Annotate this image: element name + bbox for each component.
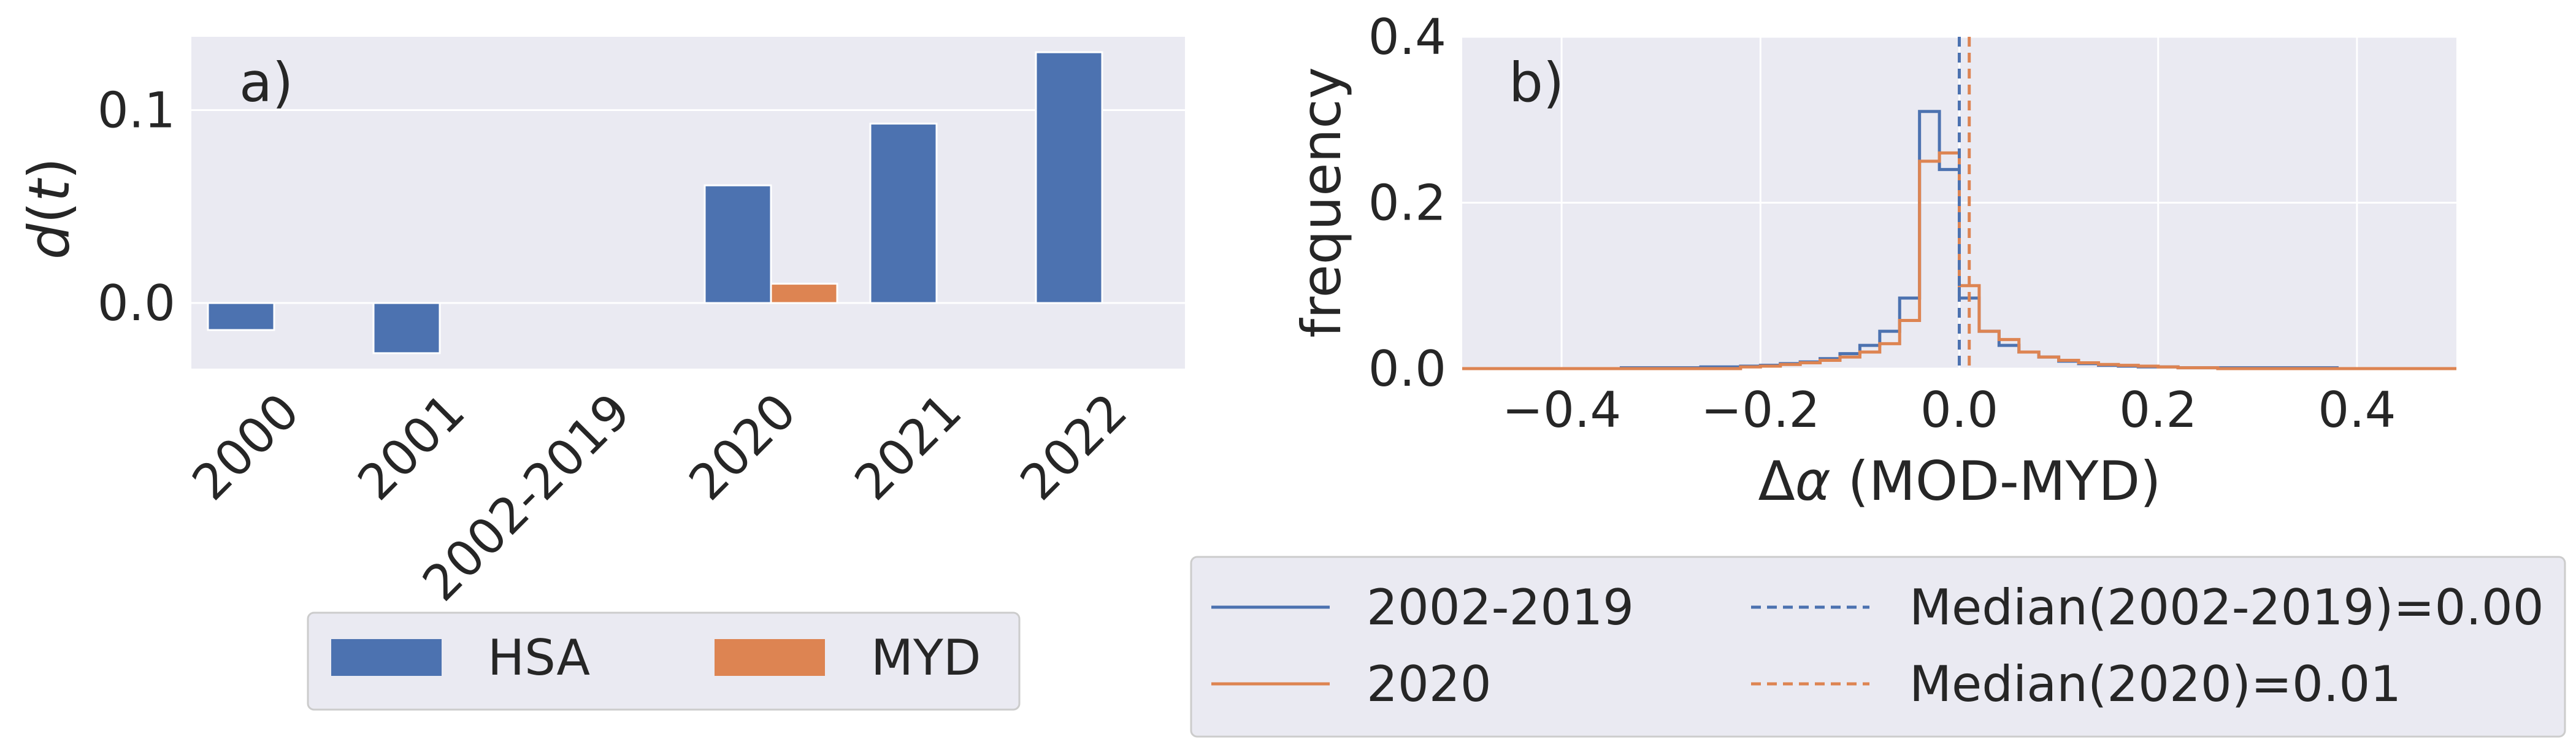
legend-label-1: Median(2002-2019)=0.00 [1909, 579, 2544, 636]
legend-frame [307, 611, 1021, 711]
bar-hsa [1035, 51, 1103, 304]
panel-b-y-axis-label: frequency [1290, 67, 1353, 337]
x-tick-label: 0.4 [2318, 381, 2396, 439]
panel-b-histogram: 0.0 0.2 0.4 −0.4 −0.2 0.0 0.2 0.4 b) frequency… [1190, 9, 2566, 738]
x-tick-label: −0.2 [1701, 381, 1820, 439]
bar-myd [770, 283, 838, 304]
panel-a-y-tick-labels: 0.0 0.1 [98, 82, 175, 332]
x-tick-label: 0.2 [2119, 381, 2197, 439]
legend-label-3: Median(2020)=0.01 [1909, 656, 2401, 713]
panel-b-label: b) [1509, 51, 1564, 114]
legend-label-2: 2020 [1367, 656, 1492, 713]
panel-a-y-axis-label-var: d [17, 223, 82, 259]
bar-hsa [207, 302, 275, 331]
x-tick-label: 2000 [182, 383, 310, 512]
panel-a-y-axis-label-close: ) [17, 158, 82, 180]
panel-b-median-lines [1958, 37, 1971, 369]
panel-a-label: a) [239, 51, 293, 114]
panel-b-x-axis-label: Δα (MOD-MYD) [1758, 450, 2161, 513]
panel-b-y-tick-labels: 0.0 0.2 0.4 [1368, 9, 1446, 397]
panel-a-y-axis-label-open: ( [17, 202, 82, 224]
legend-label-myd: MYD [871, 629, 981, 686]
panel-a-bars [207, 51, 1103, 355]
y-tick-label: 0.4 [1368, 9, 1446, 66]
legend-swatch-myd [715, 639, 825, 676]
panel-b-x-tick-labels: −0.4 −0.2 0.0 0.2 0.4 [1502, 381, 2396, 439]
legend-label-0: 2002-2019 [1367, 579, 1634, 636]
panel-a-gridlines [191, 109, 1185, 304]
bar-hsa [372, 302, 441, 355]
x-tick-label: 2001 [347, 383, 476, 512]
bar-hsa [703, 184, 772, 304]
x-tick-label: 2020 [678, 383, 807, 512]
panel-a-background [191, 37, 1185, 369]
y-tick-label: 0.1 [98, 82, 175, 139]
legend-frame [1190, 556, 2566, 738]
panel-b-x-axis-label-symbol: Δ [1758, 450, 1795, 513]
y-tick-label: 0.0 [1368, 340, 1446, 397]
legend-swatch-hsa [331, 639, 442, 676]
panel-b-x-axis-label-var: α [1795, 450, 1831, 513]
x-tick-label: −0.4 [1502, 381, 1621, 439]
y-tick-label: 0.0 [98, 275, 175, 332]
panel-a-legend: HSA MYD [307, 611, 1021, 711]
panel-b-x-axis-label-rest: (MOD-MYD) [1831, 450, 2161, 513]
x-tick-label: 2022 [1010, 383, 1138, 512]
x-tick-label: 0.0 [1920, 381, 1998, 439]
panel-a-y-axis-label-arg: t [17, 178, 82, 202]
x-tick-label: 2021 [844, 383, 973, 512]
panel-b-legend: 2002-2019 Median(2002-2019)=0.00 2020 Media… [1190, 556, 2566, 738]
legend-label-hsa: HSA [488, 629, 590, 686]
y-tick-label: 0.2 [1368, 175, 1446, 232]
bar-hsa [869, 123, 938, 304]
panel-a-y-axis-label: d(t) [17, 158, 82, 259]
